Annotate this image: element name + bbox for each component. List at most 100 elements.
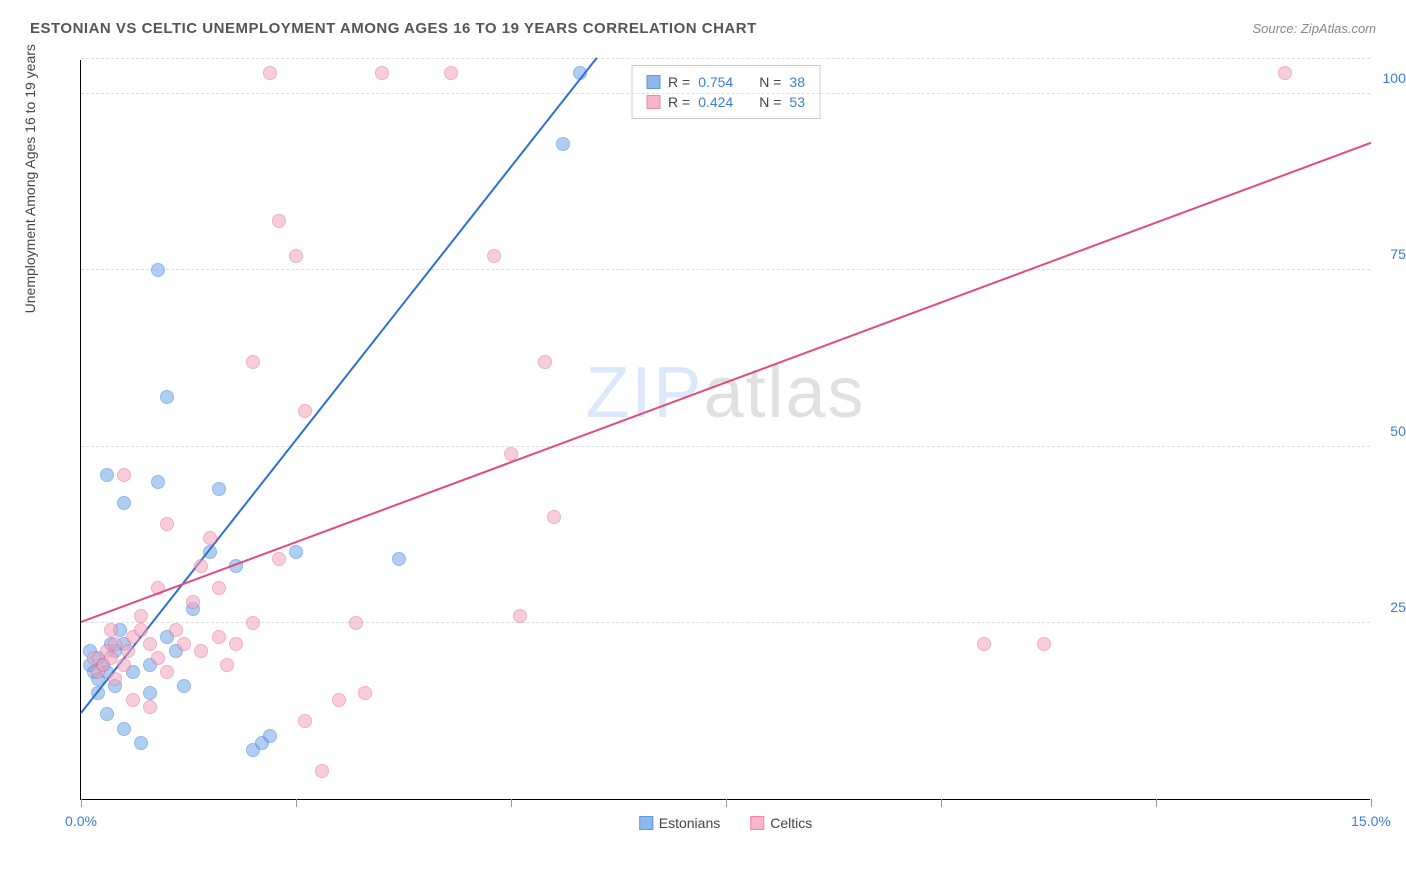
data-point: [298, 714, 312, 728]
bottom-legend: Estonians Celtics: [639, 815, 813, 831]
bottom-legend-item: Celtics: [750, 815, 812, 831]
data-point: [151, 263, 165, 277]
legend-stats-row: R = 0.424 N = 53: [646, 92, 805, 112]
data-point: [160, 390, 174, 404]
series-swatch: [646, 95, 660, 109]
data-point: [246, 355, 260, 369]
data-point: [298, 404, 312, 418]
data-point: [212, 482, 226, 496]
data-point: [117, 468, 131, 482]
data-point: [104, 651, 118, 665]
data-point: [444, 66, 458, 80]
data-point: [117, 658, 131, 672]
data-point: [194, 644, 208, 658]
y-axis-title: Unemployment Among Ages 16 to 19 years: [22, 44, 38, 313]
data-point: [134, 609, 148, 623]
data-point: [143, 637, 157, 651]
stat-value-n: 38: [789, 74, 805, 90]
grid-line: [81, 446, 1370, 447]
data-point: [212, 630, 226, 644]
x-tick: [941, 799, 942, 807]
x-tick: [511, 799, 512, 807]
chart-area: Unemployment Among Ages 16 to 19 years Z…: [60, 60, 1370, 820]
stat-value-r: 0.754: [698, 74, 733, 90]
watermark: ZIPatlas: [585, 352, 865, 434]
source-attribution: Source: ZipAtlas.com: [1252, 21, 1376, 36]
series-swatch: [646, 75, 660, 89]
chart-header: ESTONIAN VS CELTIC UNEMPLOYMENT AMONG AG…: [0, 0, 1406, 47]
watermark-atlas: atlas: [703, 353, 865, 433]
data-point: [143, 700, 157, 714]
data-point: [272, 214, 286, 228]
data-point: [556, 137, 570, 151]
data-point: [203, 531, 217, 545]
data-point: [169, 623, 183, 637]
data-point: [358, 686, 372, 700]
x-tick: [726, 799, 727, 807]
data-point: [117, 722, 131, 736]
data-point: [177, 679, 191, 693]
stat-label-n: N =: [759, 74, 781, 90]
data-point: [263, 729, 277, 743]
grid-line: [81, 58, 1370, 59]
data-point: [177, 637, 191, 651]
x-tick: [1156, 799, 1157, 807]
data-point: [100, 468, 114, 482]
data-point: [375, 66, 389, 80]
data-point: [513, 609, 527, 623]
data-point: [263, 66, 277, 80]
scatter-plot: ZIPatlas R = 0.754 N = 38 R = 0.424 N = …: [80, 60, 1370, 800]
stat-label-r: R =: [668, 74, 690, 90]
data-point: [104, 623, 118, 637]
data-point: [160, 665, 174, 679]
data-point: [289, 545, 303, 559]
data-point: [289, 249, 303, 263]
y-tick-label: 100.0%: [1383, 70, 1406, 86]
data-point: [332, 693, 346, 707]
x-tick-label: 0.0%: [65, 813, 97, 829]
data-point: [487, 249, 501, 263]
watermark-zip: ZIP: [585, 353, 703, 433]
data-point: [315, 764, 329, 778]
data-point: [272, 552, 286, 566]
series-swatch: [639, 816, 653, 830]
regression-line: [81, 142, 1372, 623]
legend-stats-box: R = 0.754 N = 38 R = 0.424 N = 53: [631, 65, 820, 119]
data-point: [108, 672, 122, 686]
data-point: [160, 517, 174, 531]
data-point: [538, 355, 552, 369]
stat-label-n: N =: [759, 94, 781, 110]
legend-stats-row: R = 0.754 N = 38: [646, 72, 805, 92]
grid-line: [81, 269, 1370, 270]
bottom-legend-item: Estonians: [639, 815, 720, 831]
data-point: [1278, 66, 1292, 80]
data-point: [143, 686, 157, 700]
chart-title: ESTONIAN VS CELTIC UNEMPLOYMENT AMONG AG…: [30, 20, 757, 37]
grid-line: [81, 622, 1370, 623]
data-point: [117, 496, 131, 510]
data-point: [349, 616, 363, 630]
data-point: [220, 658, 234, 672]
data-point: [186, 595, 200, 609]
y-tick-label: 50.0%: [1390, 423, 1406, 439]
stat-value-n: 53: [789, 94, 805, 110]
data-point: [121, 644, 135, 658]
x-tick: [1371, 799, 1372, 807]
data-point: [100, 707, 114, 721]
data-point: [151, 651, 165, 665]
stat-value-r: 0.424: [698, 94, 733, 110]
x-tick: [296, 799, 297, 807]
data-point: [229, 637, 243, 651]
data-point: [134, 623, 148, 637]
data-point: [547, 510, 561, 524]
series-name: Estonians: [659, 815, 720, 831]
y-tick-label: 75.0%: [1390, 246, 1406, 262]
data-point: [977, 637, 991, 651]
data-point: [126, 693, 140, 707]
data-point: [392, 552, 406, 566]
series-swatch: [750, 816, 764, 830]
data-point: [134, 736, 148, 750]
data-point: [151, 475, 165, 489]
data-point: [1037, 637, 1051, 651]
x-tick: [81, 799, 82, 807]
